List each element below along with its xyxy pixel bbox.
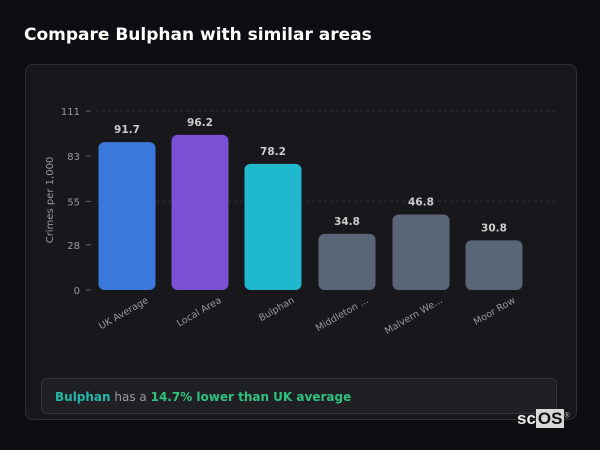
bar-value-label: 78.2 (260, 146, 286, 158)
y-tick-label: 55 (67, 197, 80, 208)
y-tick-label: 0 (74, 286, 80, 297)
bar (392, 214, 450, 290)
x-tick-label: Bulphan (257, 295, 296, 324)
page-title: Compare Bulphan with similar areas (24, 25, 372, 45)
x-tick-label: Moor Row (472, 295, 518, 328)
y-tick-label: 111 (61, 107, 80, 118)
bar-value-label: 91.7 (114, 124, 140, 136)
x-tick-label: Local Area (175, 295, 223, 329)
y-axis-label: Crimes per 1,000 (45, 157, 56, 244)
bar-value-label: 34.8 (334, 216, 360, 228)
bar (171, 134, 229, 290)
summary-place: Bulphan (55, 390, 111, 404)
bar-value-label: 30.8 (481, 222, 507, 234)
summary-highlight: 14.7% lower than UK average (150, 390, 352, 404)
bar (244, 163, 302, 290)
y-tick-label: 83 (67, 152, 80, 163)
bar (98, 142, 156, 290)
x-tick-label: Malvern We... (383, 295, 444, 337)
bar-value-label: 46.8 (408, 197, 434, 209)
summary-text: has a (110, 390, 151, 404)
x-tick-label: Middleton ... (314, 295, 371, 334)
bar (465, 240, 523, 290)
y-tick-label: 28 (67, 241, 80, 252)
x-tick-label: UK Average (97, 295, 150, 332)
scos-logo: sc OS ® (517, 409, 570, 428)
bar (318, 233, 376, 290)
summary-box: Bulphan has a 14.7% lower than UK averag… (41, 378, 557, 414)
bar-value-label: 96.2 (187, 117, 213, 129)
